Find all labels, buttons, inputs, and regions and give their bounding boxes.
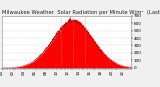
Text: Milwaukee Weather  Solar Radiation per Minute W/m²  (Last 24 Hours): Milwaukee Weather Solar Radiation per Mi…	[2, 10, 160, 15]
